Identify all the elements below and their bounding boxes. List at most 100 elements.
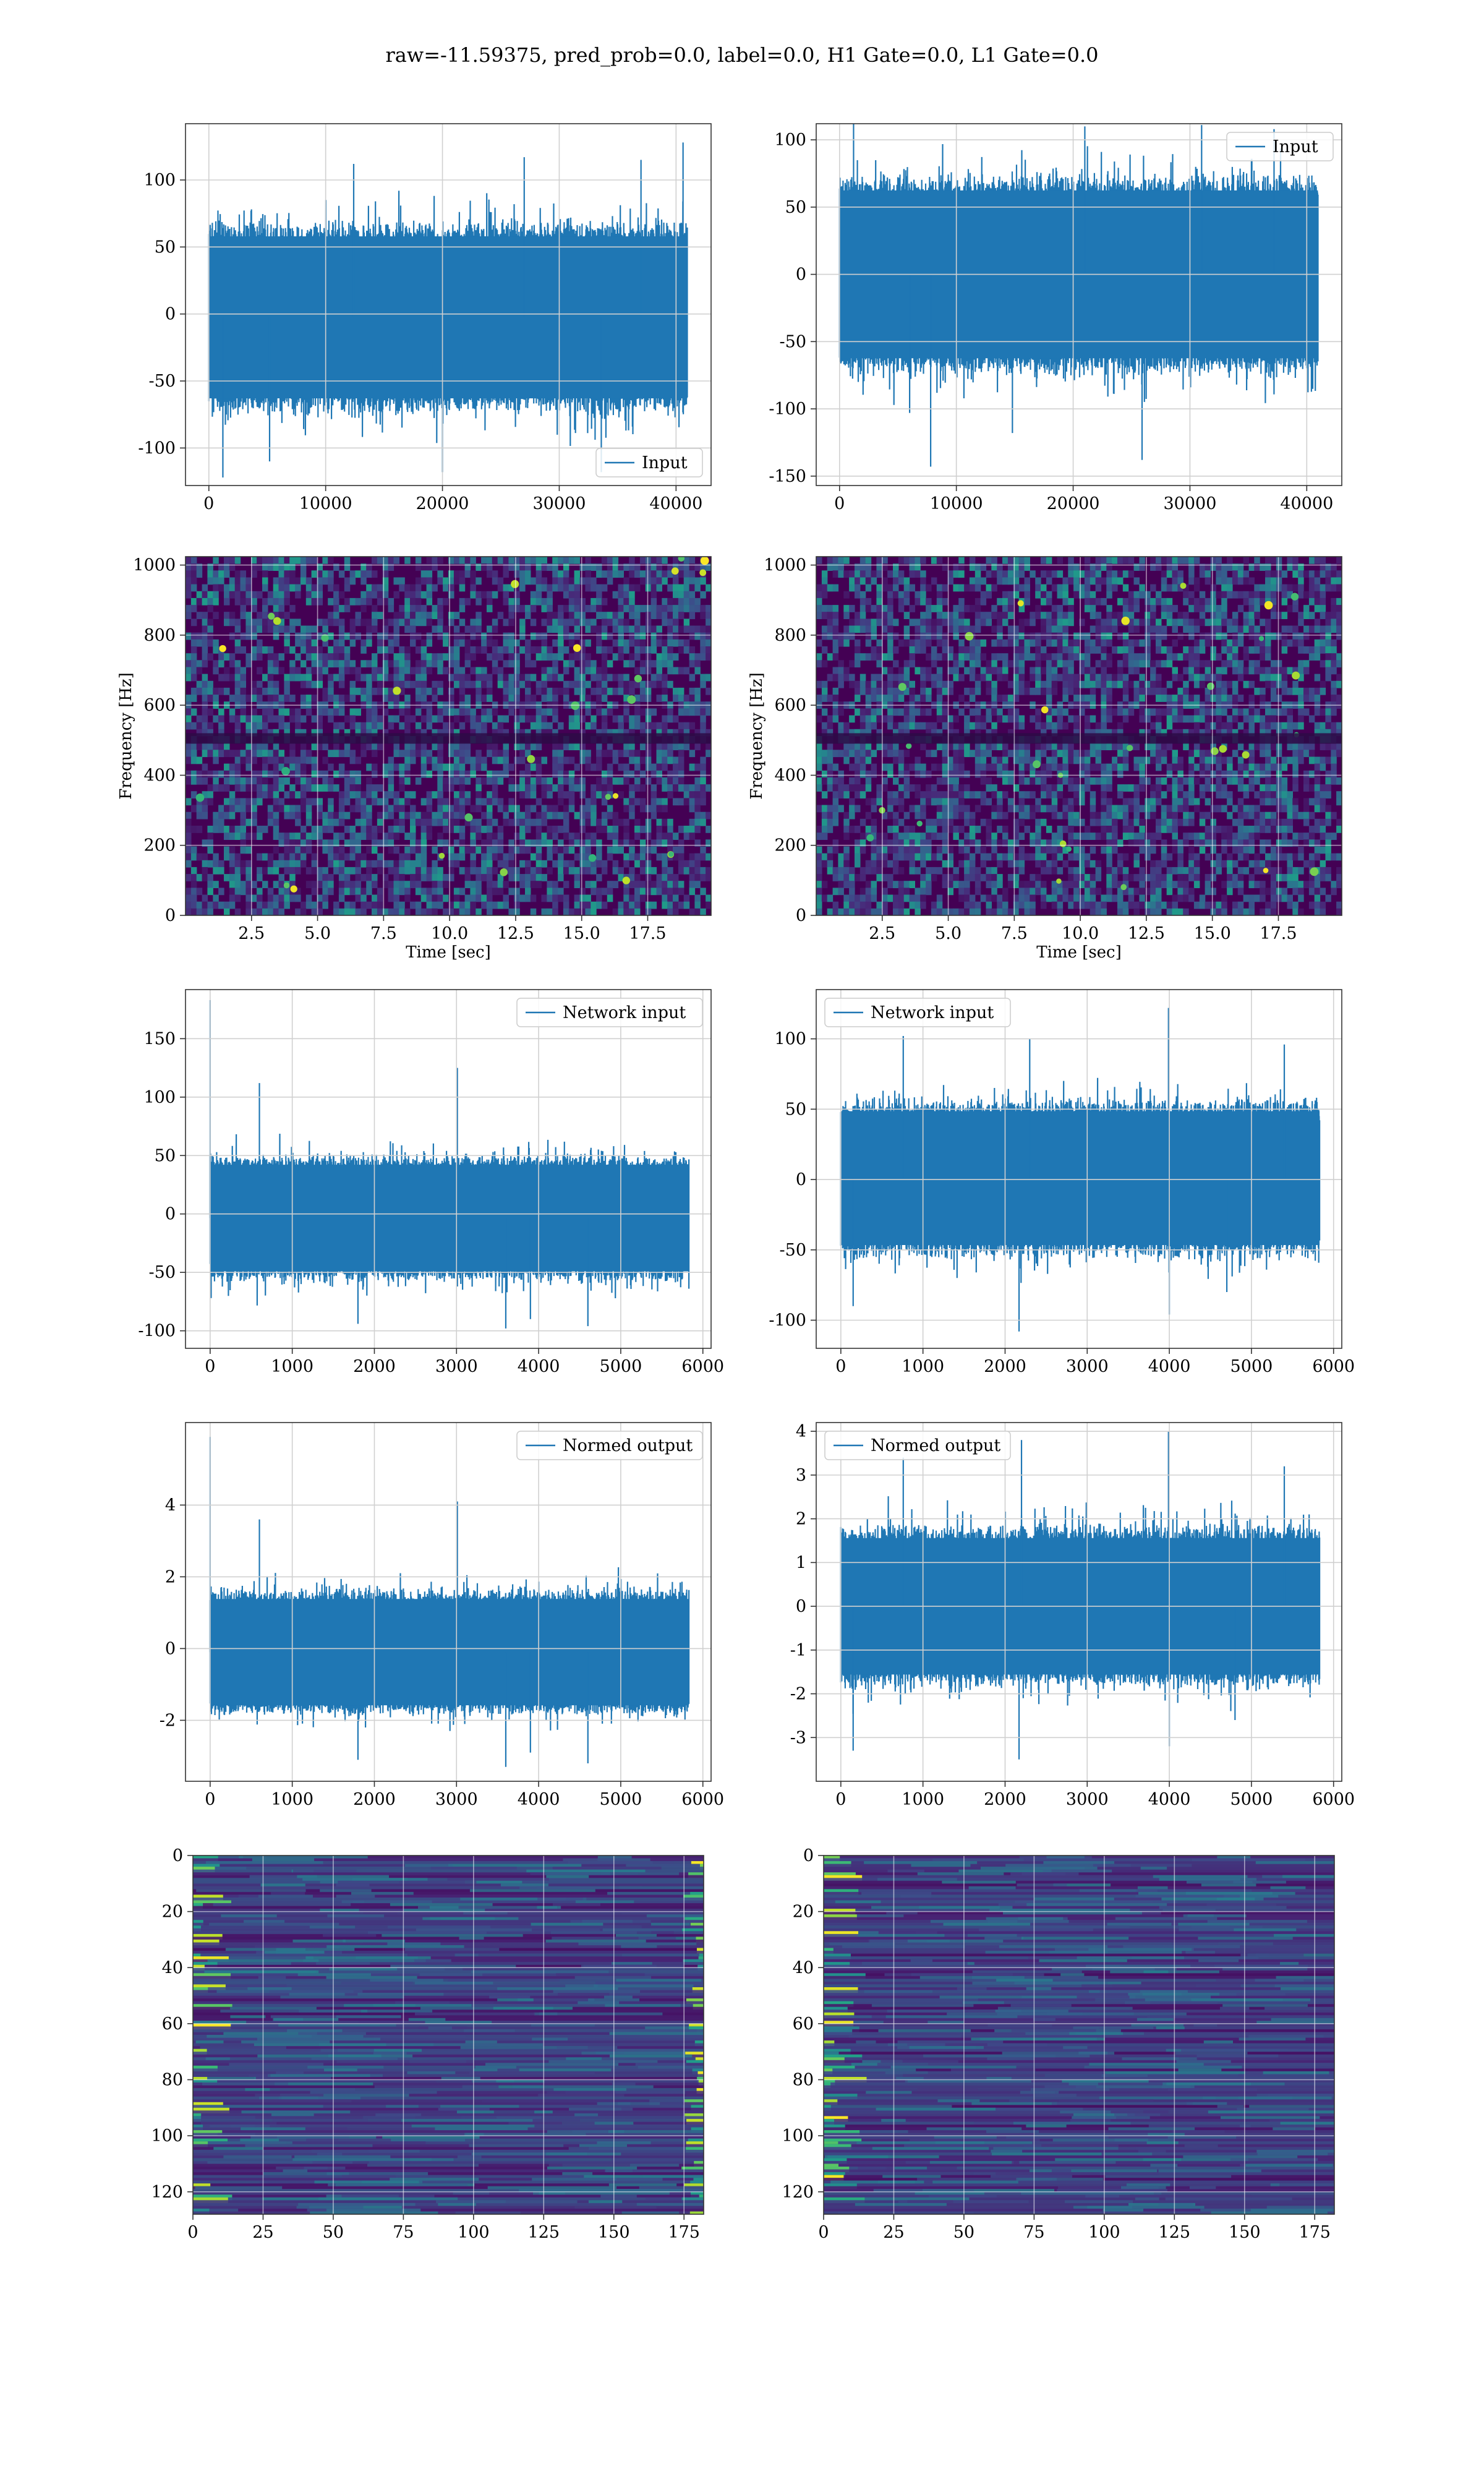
heatmap-cell [1112,708,1118,716]
heatmap-cell [393,874,399,881]
heatmap-cell [1281,612,1288,619]
heatmap-cell [1084,591,1091,599]
heatmap-cell [1248,597,1255,606]
heatmap-cell [284,722,290,730]
heatmap-cell [333,639,339,647]
heatmap-cell [1216,674,1222,682]
heatmap-cell [349,597,356,606]
heatmap-cell [196,743,203,750]
heatmap-cell [360,646,367,654]
heatmap-cell [202,811,208,820]
heatmap-cell [487,687,493,695]
heatmap-cell [1133,591,1140,599]
heatmap-cell [399,805,405,813]
heatmap-cell [601,860,608,868]
heatmap-cell [245,750,252,758]
heatmap-cell [585,839,591,847]
heatmap-cell [305,557,312,564]
heatmap-cell [1221,618,1227,627]
heatmap-cell [1062,667,1068,675]
heatmap-cell [629,756,635,764]
heatmap-cell [1199,674,1206,682]
heatmap-cell [706,563,711,571]
heatmap-cell [360,687,367,695]
heatmap-cell [623,715,629,723]
heatmap-cell [448,646,454,654]
heatmap-cell [453,860,460,868]
heatmap-cell [273,908,279,915]
heatmap-cell [568,791,575,798]
heatmap-cell [601,667,608,675]
heatmap-cell [1095,660,1102,668]
heatmap-cell [530,805,537,813]
heatmap-cell [1007,563,1014,571]
heatmap-cell [1062,618,1068,627]
heatmap-cell [420,680,427,688]
heatmap-cell [202,743,208,750]
heatmap-cell [1024,557,1030,564]
heatmap-cell [563,646,569,654]
heatmap-cell [1320,722,1326,730]
heatmap-cell [464,695,471,702]
heatmap-cell [1270,722,1277,730]
heatmap-cell [1024,639,1030,647]
heatmap-cell [453,625,460,633]
heatmap-cell [1193,618,1200,627]
heatmap-cell [596,756,602,764]
heatmap-cell [855,653,861,661]
heatmap-cell [257,888,263,896]
heatmap-cell [393,680,399,688]
heatmap-cell [349,853,356,861]
heatmap-cell [410,612,416,619]
heatmap-cell [1041,625,1047,633]
heatmap-cell [1046,632,1052,640]
heatmap-cell [1013,584,1020,592]
heatmap-cell [278,557,284,564]
heatmap-cell [257,750,263,758]
heatmap-cell [317,570,323,578]
heatmap-cell [859,708,866,716]
heatmap-cell [574,577,581,585]
heatmap-cell [514,639,520,647]
heatmap-cell [420,674,427,682]
heatmap-cell [1199,570,1206,578]
heatmap-cell [530,784,537,792]
heatmap-cell [338,791,345,798]
heatmap-cell [344,563,351,571]
heatmap-cell [497,901,504,909]
heatmap-cell [1265,625,1271,633]
heatmap-cell [278,667,284,675]
heatmap-cell [816,715,822,723]
heatmap-cell [443,763,449,771]
heatmap-cell [519,777,526,785]
heatmap-cell [1172,639,1178,647]
heatmap-cell [1084,639,1091,647]
heatmap-cell [492,660,498,668]
heatmap-cell [1270,597,1277,606]
heatmap-cell [541,680,547,688]
heatmap-cell [980,597,987,606]
heatmap-cell [656,777,662,785]
heatmap-cell [662,646,668,654]
heatmap-cell [229,826,236,833]
heatmap-cell [678,570,684,578]
heatmap-cell [909,646,915,654]
heatmap-cell [470,894,476,902]
heatmap-cell [1101,680,1107,688]
heatmap-cell [360,605,367,612]
heatmap-cell [251,729,257,737]
heatmap-cell [257,894,263,902]
heatmap-cell [530,818,537,826]
heatmap-cell [986,674,992,682]
heatmap-cell [903,680,910,688]
heatmap-cell [273,577,279,585]
heatmap-cell [1024,680,1030,688]
heatmap-cell [1216,687,1222,695]
heatmap-cell [317,770,323,778]
heatmap-cell [475,756,482,764]
heatmap-cell [832,570,839,578]
heatmap-cell [618,839,624,847]
heatmap-cell [519,750,526,758]
heatmap-cell [700,708,706,716]
heatmap-cell [601,653,608,661]
